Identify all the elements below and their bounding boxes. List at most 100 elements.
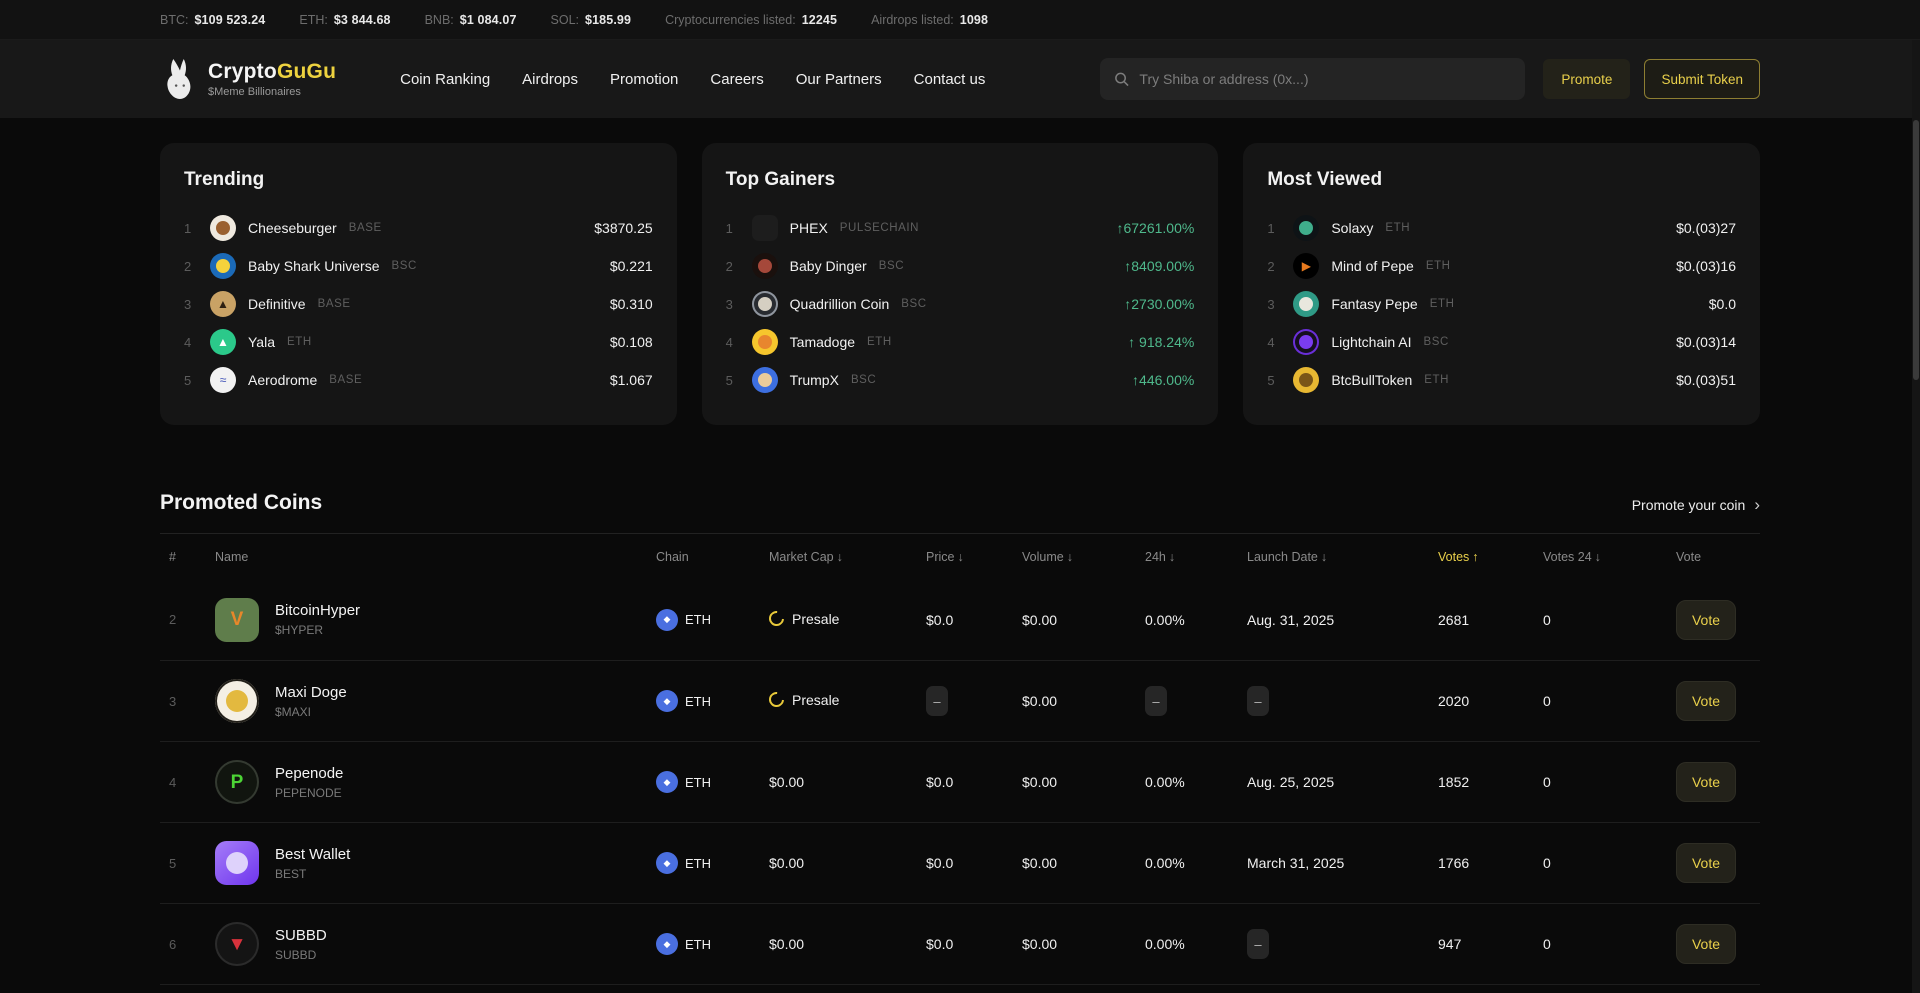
ticker-value: $1 084.07 bbox=[459, 12, 517, 27]
column-header-price[interactable]: Price ↓ bbox=[926, 534, 1022, 580]
list-item[interactable]: 2 ▶ Mind of Pepe ETH $0.(03)16 bbox=[1267, 247, 1736, 285]
market-cap-value: $0.00 bbox=[769, 855, 805, 871]
vote-cell: Vote bbox=[1676, 823, 1760, 904]
sort-arrow-icon: ↑ bbox=[1472, 549, 1479, 564]
list-item[interactable]: 5 ≈ Aerodrome BASE $1.067 bbox=[184, 361, 653, 399]
column-header-chain[interactable]: Chain bbox=[656, 534, 769, 580]
card-most-viewed: Most Viewed 1 Solaxy ETH $0.(03)27 2 ▶ Mind of … bbox=[1243, 143, 1760, 425]
column-label: 24h bbox=[1145, 549, 1166, 564]
vote-button[interactable]: Vote bbox=[1676, 681, 1736, 721]
coin-chain: BSC bbox=[878, 260, 905, 272]
coin-name: Baby Shark Universe bbox=[248, 258, 380, 274]
coin-name: Tamadoge bbox=[789, 334, 856, 350]
chain-label: ETH bbox=[685, 693, 711, 709]
chain-badge: ◆ ETH bbox=[656, 933, 711, 955]
rank-cell: 2 bbox=[160, 580, 215, 661]
list-item[interactable]: 5 TrumpX BSC ↑446.00% bbox=[726, 361, 1194, 399]
list-item[interactable]: 2 Baby Shark Universe BSC $0.221 bbox=[184, 247, 653, 285]
list-item[interactable]: 4 ▲ Yala ETH $0.108 bbox=[184, 323, 653, 361]
column-header-24h[interactable]: 24h ↓ bbox=[1145, 534, 1247, 580]
column-header-vote[interactable]: Vote bbox=[1676, 534, 1760, 580]
column-header-votes[interactable]: Votes ↑ bbox=[1438, 534, 1543, 580]
list-item[interactable]: 1 Solaxy ETH $0.(03)27 bbox=[1267, 209, 1736, 247]
coin-avatar-glyph: ▲ bbox=[217, 297, 229, 311]
coin-avatar-inner bbox=[757, 335, 772, 349]
table-row[interactable]: 6 ▼ SUBBD SUBBD ◆ ETH $0.00 $0.0 $0.00 0.00% – 947 0… bbox=[160, 904, 1760, 985]
vote-cell: Vote bbox=[1676, 904, 1760, 985]
column-header-volume[interactable]: Volume ↓ bbox=[1022, 534, 1145, 580]
scrollbar-track[interactable] bbox=[1912, 40, 1920, 993]
rank-cell: 4 bbox=[160, 742, 215, 823]
submit-token-button[interactable]: Submit Token bbox=[1644, 59, 1760, 99]
list-item[interactable]: 3 Fantasy Pepe ETH $0.0 bbox=[1267, 285, 1736, 323]
volume-value: $0.00 bbox=[1022, 611, 1058, 628]
nav-item-airdrops[interactable]: Airdrops bbox=[522, 70, 579, 88]
ticker-label: Airdrops listed: bbox=[871, 12, 954, 27]
vote-button[interactable]: Vote bbox=[1676, 762, 1736, 802]
coin-avatar bbox=[1293, 367, 1320, 393]
coin-avatar: ▶ bbox=[1293, 253, 1320, 279]
volume-value: $0.00 bbox=[1022, 936, 1058, 952]
list-item[interactable]: 4 Lightchain AI BSC $0.(03)14 bbox=[1267, 323, 1736, 361]
name-cell[interactable]: Maxi Doge $MAXI bbox=[215, 661, 656, 742]
coin-name: Lightchain AI bbox=[1331, 334, 1412, 350]
name-cell[interactable]: P Pepenode PEPENODE bbox=[215, 742, 656, 823]
list-item[interactable]: 1 Cheeseburger BASE $3870.25 bbox=[184, 209, 653, 247]
rank: 1 bbox=[184, 220, 192, 236]
table-row[interactable]: 4 P Pepenode PEPENODE ◆ ETH $0.00 $0.0 $0.00 0.00… bbox=[160, 742, 1760, 823]
column-header-name[interactable]: Name bbox=[215, 534, 656, 580]
coin-chain: BASE bbox=[317, 298, 351, 310]
name-cell[interactable]: ▼ SUBBD SUBBD bbox=[215, 904, 656, 985]
nav-item-our-partners[interactable]: Our Partners bbox=[795, 70, 882, 88]
table-row[interactable]: 3 Maxi Doge $MAXI ◆ ETH Presale – $0.00 – – 2020 0 V… bbox=[160, 661, 1760, 742]
rank: 2 bbox=[169, 612, 177, 628]
chain-badge: ◆ ETH bbox=[656, 690, 711, 712]
list-item[interactable]: 1 PHEX PULSECHAIN ↑67261.00% bbox=[726, 209, 1194, 247]
coin-name: Aerodrome bbox=[248, 372, 318, 388]
promote-button[interactable]: Promote bbox=[1543, 59, 1631, 99]
card-top-gainers: Top Gainers 1 PHEX PULSECHAIN ↑67261.00% 2 Bab… bbox=[701, 143, 1219, 425]
search-input[interactable] bbox=[1139, 71, 1512, 87]
column-label: Chain bbox=[656, 549, 689, 564]
eth-chain-icon: ◆ bbox=[656, 608, 678, 631]
votes-24-cell: 0 bbox=[1543, 823, 1676, 904]
coin-avatar: ≈ bbox=[210, 367, 236, 393]
name-cell[interactable]: Best Wallet BEST bbox=[215, 823, 656, 904]
list-item[interactable]: 4 Tamadoge ETH ↑ 918.24% bbox=[726, 323, 1194, 361]
chain-cell: ◆ ETH bbox=[656, 580, 769, 661]
column-header-launch[interactable]: Launch Date ↓ bbox=[1247, 534, 1438, 580]
price-value-dash-badge: – bbox=[926, 686, 948, 716]
coin-value: $0.(03)16 bbox=[1676, 258, 1736, 274]
brand-logo[interactable]: CryptoGuGu $Meme Billionaires bbox=[160, 57, 336, 101]
vote-button[interactable]: Vote bbox=[1676, 924, 1736, 964]
column-header-rank[interactable]: # bbox=[160, 534, 215, 580]
vote-button[interactable]: Vote bbox=[1676, 843, 1736, 883]
column-header-mcap[interactable]: Market Cap ↓ bbox=[769, 534, 926, 580]
scrollbar-thumb[interactable] bbox=[1913, 120, 1919, 380]
list-item[interactable]: 5 BtcBullToken ETH $0.(03)51 bbox=[1267, 361, 1736, 399]
volume-cell: $0.00 bbox=[1022, 904, 1145, 985]
list-item[interactable]: 3 Quadrillion Coin BSC ↑2730.00% bbox=[726, 285, 1195, 323]
nav-item-careers[interactable]: Careers bbox=[710, 70, 764, 88]
search-box[interactable] bbox=[1100, 58, 1526, 100]
search-icon bbox=[1115, 72, 1129, 87]
vote-button[interactable]: Vote bbox=[1676, 599, 1736, 640]
sort-arrow-icon: ↓ bbox=[1168, 549, 1176, 564]
presale-label: Presale bbox=[792, 610, 840, 627]
ticker-item: Cryptocurrencies listed: 12245 bbox=[665, 13, 837, 27]
list-item[interactable]: 2 Baby Dinger BSC ↑8409.00% bbox=[726, 247, 1194, 285]
table-row[interactable]: 5 Best Wallet BEST ◆ ETH $0.00 $0.0 $0.00 0.00% M… bbox=[160, 823, 1760, 904]
column-header-votes24[interactable]: Votes 24 ↓ bbox=[1543, 534, 1676, 580]
name-cell[interactable]: V BitcoinHyper $HYPER bbox=[215, 580, 656, 661]
nav-item-contact-us[interactable]: Contact us bbox=[913, 70, 986, 88]
coin-name: TrumpX bbox=[789, 372, 839, 388]
nav-item-coin-ranking[interactable]: Coin Ranking bbox=[400, 70, 491, 88]
list-item[interactable]: 3 ▲ Definitive BASE $0.310 bbox=[184, 285, 653, 323]
rank: 4 bbox=[169, 774, 177, 790]
promote-your-coin-link[interactable]: Promote your coin › bbox=[1632, 495, 1760, 515]
table-row[interactable]: 2 V BitcoinHyper $HYPER ◆ ETH Presale $0.0 $0.00… bbox=[160, 580, 1760, 661]
coin-value: ↑2730.00% bbox=[1124, 296, 1195, 312]
rank: 3 bbox=[1267, 296, 1275, 312]
nav-item-promotion[interactable]: Promotion bbox=[610, 70, 679, 88]
volume-value: $0.00 bbox=[1022, 693, 1058, 709]
